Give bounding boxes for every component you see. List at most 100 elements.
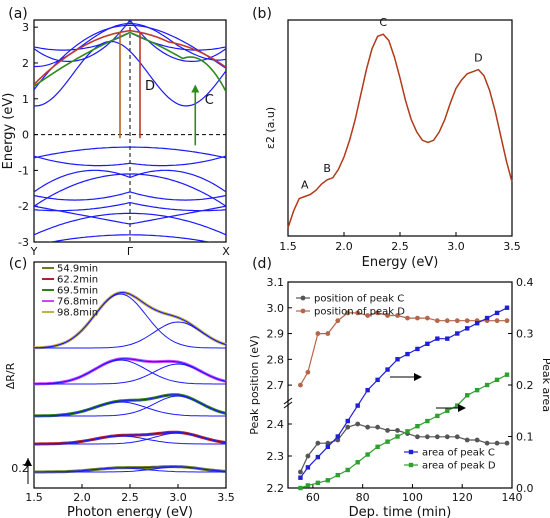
panel-a-annotation-c: C [205,93,214,108]
panel-d-point [385,439,390,444]
panel-d-ytick-label: 2.9 [267,328,285,341]
panel-b-curve [287,33,513,228]
panel-d-point [504,305,510,310]
panel-d-point [435,336,440,341]
panel-a-ytick-label: 3 [22,21,29,34]
panel-d-point [345,418,350,424]
panel-d-point [385,367,390,372]
panel-b-peak-label: D [474,52,482,65]
panel-d-point [315,480,321,486]
panel-d-point [504,440,510,446]
panel-d-ytick-label: 2.4 [267,418,285,431]
panel-d-point [298,382,303,388]
panel-d-point [365,313,371,318]
panel-d-point [385,428,390,433]
panel-d-arrow-head [414,373,422,381]
panel-a-band-line [34,169,226,193]
panel-a-frame [33,19,227,243]
panel-d-point [494,310,500,316]
panel-a-band-line [34,155,226,167]
panel-a-band-line [34,20,226,63]
panel-d-series-line [300,374,508,489]
panel-c-component-d [34,395,227,417]
panel-d-y2tick-label: 0.1 [516,431,534,444]
panel-c-component-c [34,401,226,417]
panel-d-point [424,434,430,440]
panel-d-point [375,377,380,383]
panel-d-point [474,387,480,393]
panel-c-legend-label: 76.8min [57,297,98,308]
panel-c-component-c [34,359,226,385]
panel-d-ytick-label: 3.1 [267,276,285,289]
panel-a-ytick-label: 2 [22,57,29,70]
panel-d-ytick-label: 2.7 [267,379,285,392]
panel-d-point [395,313,400,318]
panel-c-component-d [34,363,227,385]
panel-d-xtick-label: 140 [502,491,523,504]
panel-c-scale-bar-label: 0.2 [11,462,29,475]
panel-a-band-line [48,234,212,242]
panel-a-ylabel: Energy (eV) [1,93,16,170]
panel-d-point [484,382,490,388]
panel-d-xtick-label: 60 [306,491,320,504]
panel-d-point [494,318,500,324]
panel-b-xtick-label: 1.5 [279,240,297,253]
panel-b-xtick-label: 3.5 [503,240,521,253]
panel-d-point [335,437,341,443]
panel-c-xtick-label: 3.5 [217,491,235,504]
panel-a-kpoint-label: Y [30,245,38,258]
panel-c-component-d [34,466,227,473]
panel-d-point [445,336,450,341]
panel-c-component-c [34,435,226,445]
panel-c-component-c [33,293,226,349]
panel-d-axis-break [283,397,293,405]
panel-c-fit-line [34,358,227,385]
panel-d-point [494,440,500,446]
panel-d-xtick-label: 100 [402,491,423,504]
panel-b-xlabel: Energy (eV) [362,255,439,270]
panel-d-point [405,429,410,434]
panel-d-point [415,424,420,429]
panel-d-point [425,418,430,424]
panel-b-ylabel: ε2 (a.u) [264,107,277,149]
panel-d-point [355,310,361,316]
panel-d-y2tick-label: 0.0 [516,482,534,495]
panel-d-point [474,321,480,326]
panel-d-point [375,310,380,316]
panel-d-arrow-head [458,404,466,412]
panel-d-point [305,453,311,459]
panel-d-point [305,369,311,375]
panel-d-legend-marker [408,462,414,468]
panel-b-peak-label: A [301,178,309,191]
panel-a-band-line [34,201,226,212]
panel-d-point [385,313,390,318]
panel-b-peak-label: B [323,162,331,175]
panel-c-xtick-label: 2.0 [73,491,91,504]
panel-d-xlabel: Dep. time (min) [349,505,452,518]
panel-b-xtick-label: 2.0 [335,240,353,253]
panel-b-xtick-label: 3.0 [447,240,465,253]
panel-d-point [464,437,470,443]
panel-d-point [365,424,371,430]
panel-a-band-line [34,24,226,91]
panel-d-point [465,326,470,331]
panel-d-legend-label: area of peak C [422,448,495,459]
panel-a-ytick-label: 0 [22,129,29,142]
panel-c-fit-line [34,394,227,417]
panel-a-kpoint-label: Γ [127,245,134,258]
panel-a-band-line [34,40,226,107]
panel-b-peak-label: C [379,16,387,29]
panel-d-point [435,413,440,419]
panel-d-point [474,437,480,443]
panel-d-y2tick-label: 0.2 [516,379,534,392]
panel-d-legend-marker [300,295,306,301]
panel-d-point [504,372,510,377]
panel-a-ytick-label: 1 [22,93,29,106]
panel-a-band-line [34,173,226,207]
panel-a-band-line [34,212,226,236]
panel-c-legend-label: 69.5min [57,286,98,297]
panel-d-xtick-label: 120 [452,491,473,504]
panel-d-point [298,475,303,480]
